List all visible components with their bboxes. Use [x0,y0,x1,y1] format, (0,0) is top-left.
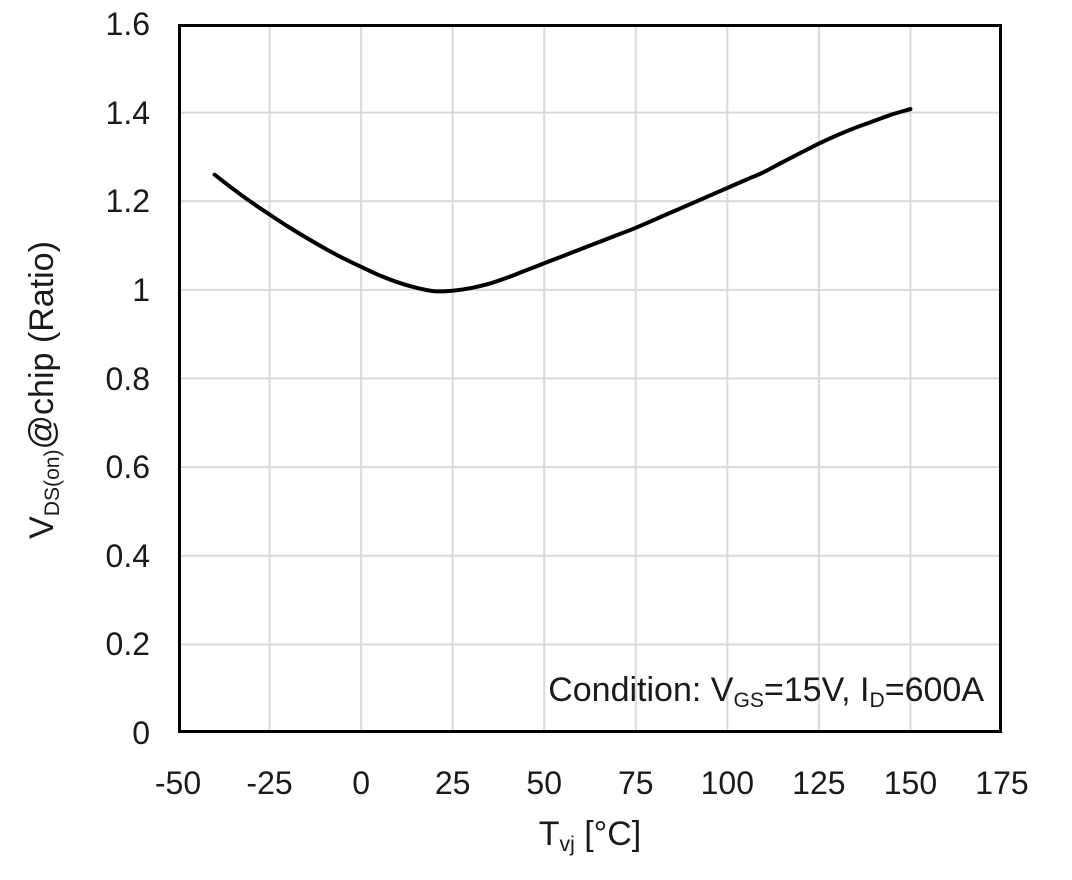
subscript-text: vj [559,832,575,856]
x-tick-label: 25 [434,765,471,801]
y-tick-label: 1 [132,271,150,308]
label-text: @chip (Ratio) [23,241,61,450]
subscript-text: D [869,688,885,712]
x-tick-label: -25 [246,765,293,801]
y-tick-label: 0.6 [105,449,150,486]
x-tick-label: 75 [617,765,654,801]
x-tick-label: -50 [154,765,202,801]
data-curve [212,107,913,294]
y-tick-label: 0.8 [105,360,150,397]
x-tick-label: 175 [975,765,1029,801]
condition-annotation: Condition: VGS=15V, ID=600A [548,668,984,712]
x-axis-title: Tvj [°C] [539,812,642,856]
x-tick-label: 150 [883,765,938,801]
subscript-text: GS [733,688,764,712]
label-text: V [23,516,61,539]
y-tick-label: 0.4 [105,537,150,574]
label-text: =15V, I [763,671,870,709]
x-tick-label: 100 [700,765,755,801]
label-text: T [538,815,560,853]
x-tick-label: 125 [792,765,846,801]
y-tick-label: 0.2 [105,626,150,663]
subscript-text: DS(on) [40,449,64,517]
y-axis-title: VDS(on)@chip (Ratio) [20,241,64,539]
label-text: =600A [884,671,984,709]
x-tick-label: 0 [352,765,370,801]
y-tick-label: 1.2 [105,183,150,220]
label-text: [°C] [574,815,642,853]
x-tick-label: 50 [526,765,563,801]
plot-frame [178,24,1002,733]
y-tick-label: 1.4 [105,94,150,131]
y-tick-label: 1.6 [105,6,150,42]
y-tick-label: 0 [132,715,150,751]
plot-area [178,24,1002,733]
label-text: Condition: V [548,671,734,709]
